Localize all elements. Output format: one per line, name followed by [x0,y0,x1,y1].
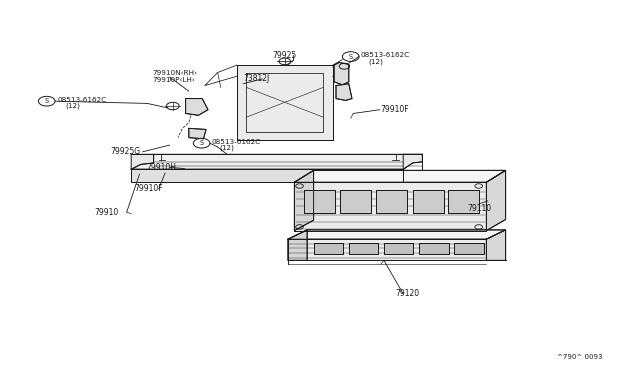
Text: 79120: 79120 [396,289,420,298]
Text: 73812J: 73812J [243,74,269,83]
Text: (12): (12) [219,145,234,151]
Text: 79925G: 79925G [111,147,141,156]
Polygon shape [336,84,352,100]
Text: 08513-6162C: 08513-6162C [211,139,260,145]
Text: S: S [349,54,353,60]
Text: 79910: 79910 [95,208,119,217]
Text: (12): (12) [65,103,80,109]
Polygon shape [304,190,335,213]
Text: 79910F: 79910F [381,105,410,114]
Text: 79910N‹RH›: 79910N‹RH› [152,70,197,76]
Polygon shape [349,243,378,254]
Text: 79910H: 79910H [146,163,176,172]
Polygon shape [237,65,333,140]
Polygon shape [376,190,407,213]
Polygon shape [131,169,403,182]
Polygon shape [288,239,486,260]
Polygon shape [186,99,208,115]
Polygon shape [288,230,506,239]
Polygon shape [454,243,484,254]
Text: 79110: 79110 [467,204,492,213]
Polygon shape [131,154,154,169]
Text: (12): (12) [368,58,383,65]
Text: S: S [200,140,204,146]
Polygon shape [294,182,486,231]
Polygon shape [419,243,449,254]
Polygon shape [448,190,479,213]
Text: 79910F: 79910F [134,185,163,193]
Polygon shape [486,170,506,231]
Polygon shape [413,190,444,213]
Text: S: S [45,98,49,104]
Polygon shape [314,243,343,254]
Polygon shape [384,243,413,254]
Polygon shape [294,170,314,231]
Polygon shape [340,190,371,213]
Polygon shape [403,154,422,169]
Polygon shape [288,230,307,260]
Text: 79910P‹LH›: 79910P‹LH› [152,77,195,83]
Polygon shape [334,62,349,85]
Polygon shape [294,170,506,182]
Text: 08513-6162C: 08513-6162C [360,52,410,58]
Polygon shape [486,230,506,260]
Polygon shape [189,128,206,139]
Text: ^790^ 0093: ^790^ 0093 [557,354,602,360]
Polygon shape [131,154,422,169]
Text: 79925: 79925 [272,51,296,60]
Text: 08513-6162C: 08513-6162C [58,97,107,103]
